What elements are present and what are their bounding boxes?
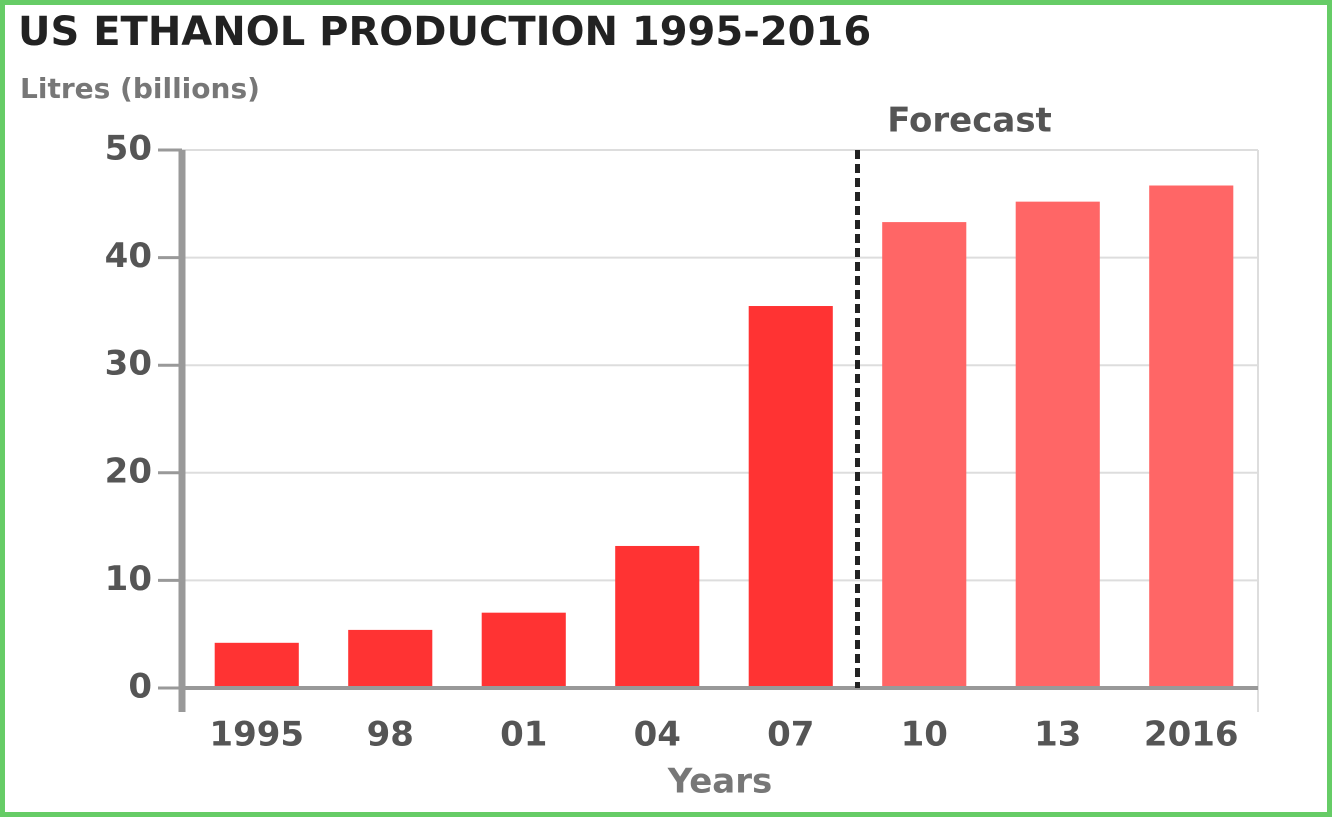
bar xyxy=(481,612,566,688)
bar xyxy=(214,642,299,688)
x-axis-label: Years xyxy=(667,762,773,802)
x-tick-label: 10 xyxy=(901,715,948,755)
y-tick-label: 20 xyxy=(105,451,152,491)
x-tick-label: 98 xyxy=(367,715,414,755)
subtitle: Litres (billions) xyxy=(20,72,260,105)
x-tick-label: 1995 xyxy=(209,715,304,755)
x-tick-label: 07 xyxy=(767,715,814,755)
chart-title: US ETHANOL PRODUCTION 1995-2016 xyxy=(18,9,871,55)
bar xyxy=(1015,201,1100,688)
bar xyxy=(615,545,700,688)
x-tick-label: 04 xyxy=(634,715,681,755)
y-tick-label: 10 xyxy=(105,559,152,599)
y-tick-label: 30 xyxy=(105,344,152,384)
x-tick-label: 13 xyxy=(1034,715,1081,755)
bar xyxy=(348,629,433,688)
bar xyxy=(1149,185,1234,688)
bar xyxy=(882,222,967,689)
y-tick-label: 50 xyxy=(105,129,152,169)
annotation: Forecast xyxy=(887,101,1052,141)
y-tick-label: 0 xyxy=(128,667,152,707)
bar xyxy=(748,306,833,688)
y-tick-label: 40 xyxy=(105,236,152,276)
x-tick-label: 01 xyxy=(500,715,547,755)
x-tick-label: 2016 xyxy=(1144,715,1239,755)
